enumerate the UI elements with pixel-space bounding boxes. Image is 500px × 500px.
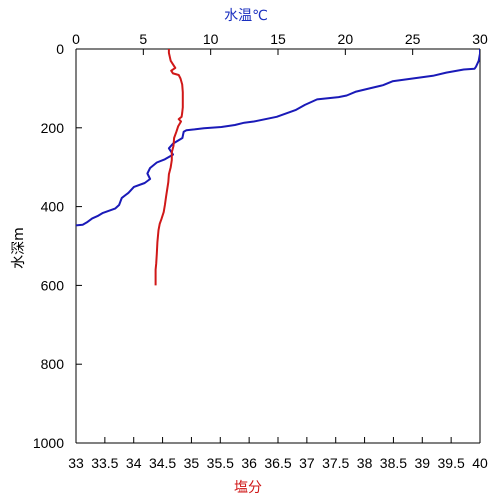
salinity-tick-label: 37 [299,455,315,471]
temperature-profile-line [76,49,480,227]
salinity-tick-label: 34.5 [149,455,176,471]
temperature-tick-label: 20 [338,31,354,47]
depth-axis-ticks: 0 200 400 600 800 1000 [33,41,82,451]
salinity-tick-label: 36 [241,455,257,471]
salinity-tick-label: 39.5 [438,455,465,471]
salinity-tick-label: 35 [184,455,200,471]
salinity-tick-label: 37.5 [322,455,349,471]
salinity-tick-label: 36.5 [264,455,291,471]
salinity-tick-label: 33 [68,455,84,471]
temperature-axis-title: 水温℃ [224,8,268,24]
salinity-tick-label: 34 [126,455,142,471]
axes-layer [75,48,481,444]
depth-tick-label: 200 [41,120,65,136]
salinity-tick-label: 38 [357,455,373,471]
salinity-profile-line [154,49,184,286]
depth-tick-label: 400 [41,199,65,215]
salinity-tick-label: 39 [414,455,430,471]
salinity-tick-label: 33.5 [91,455,118,471]
salinity-tick-label: 35.5 [207,455,234,471]
depth-tick-label: 1000 [33,435,64,451]
temperature-tick-label: 25 [405,31,421,47]
temperature-tick-label: 5 [139,31,147,47]
depth-tick-label: 600 [41,277,65,293]
salinity-axis-title: 塩分 [234,480,262,496]
temperature-tick-label: 15 [270,31,286,47]
temperature-tick-label: 30 [472,31,488,47]
series-layer [76,49,480,286]
depth-axis-title: 水深m [11,227,27,269]
salinity-tick-label: 40 [472,455,488,471]
salinity-axis-ticks: 33 33.5 34 34.5 35 35.5 36 36.5 37 37.5 38 38.5 39 39… [68,437,488,471]
temperature-axis-ticks: 0 5 10 15 20 25 30 [72,31,488,55]
depth-tick-label: 0 [56,41,64,57]
temperature-tick-label: 0 [72,31,80,47]
salinity-tick-label: 38.5 [380,455,407,471]
depth-tick-label: 800 [41,356,65,372]
temperature-tick-label: 10 [203,31,219,47]
